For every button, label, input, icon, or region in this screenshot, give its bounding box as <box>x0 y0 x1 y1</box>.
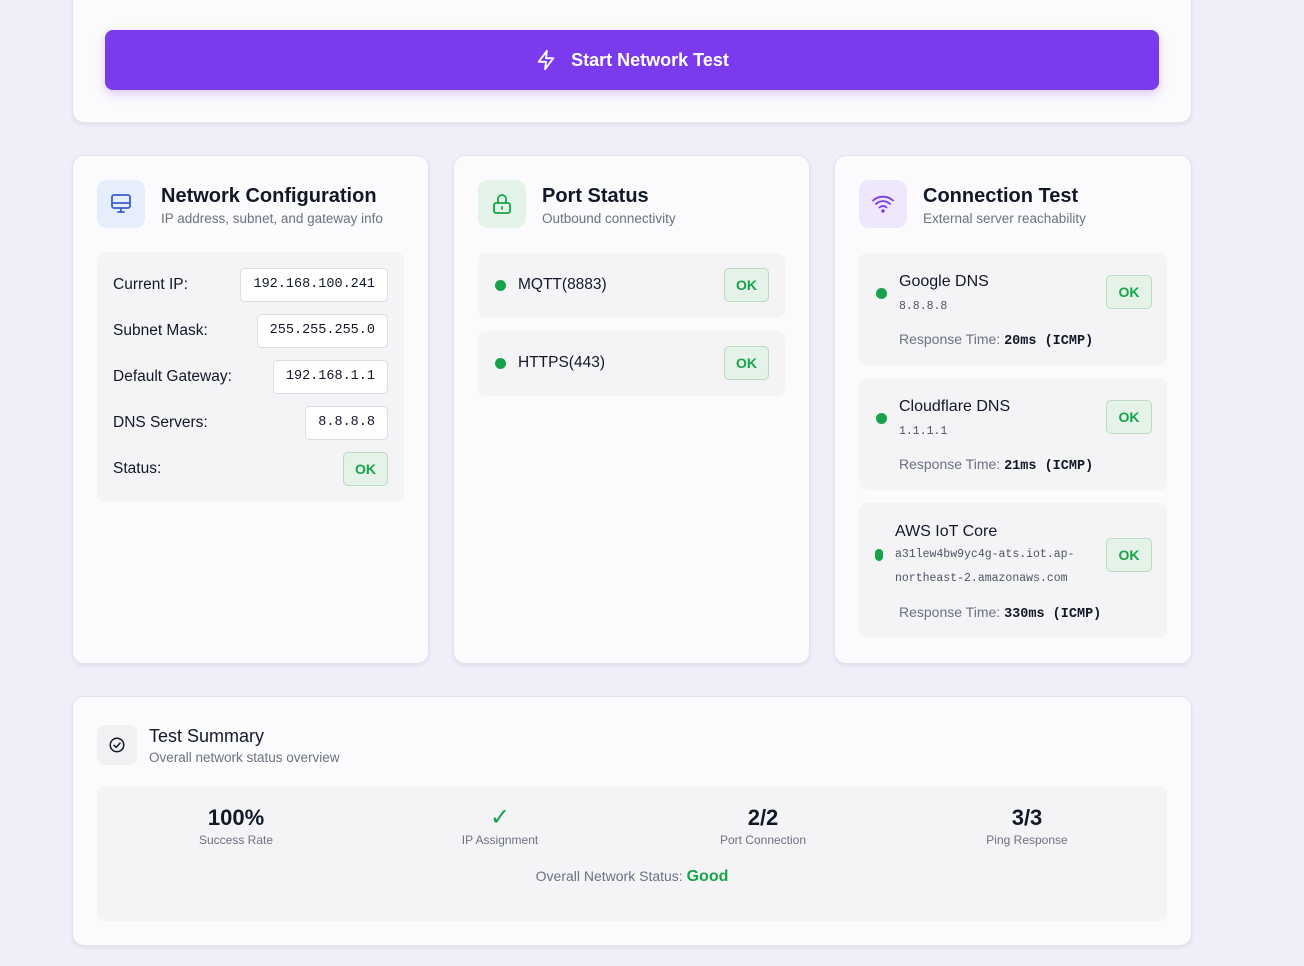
test-summary-card: Test Summary Overall network status over… <box>72 696 1192 946</box>
test-summary-subtitle: Overall network status overview <box>149 750 340 765</box>
response-time-value: 330ms (ICMP) <box>1004 607 1102 622</box>
checkmark-icon: ✓ <box>489 804 511 831</box>
port-row-https: HTTPS(443) OK <box>478 331 785 396</box>
port-status-badge: OK <box>724 268 769 302</box>
response-time-label: Response Time: <box>899 456 1001 472</box>
stat-value: 3/3 <box>1011 805 1043 830</box>
port-status-card: Port Status Outbound connectivity MQTT(8… <box>453 155 810 664</box>
current-ip-value: 192.168.100.241 <box>240 268 388 302</box>
current-ip-label: Current IP: <box>113 276 188 293</box>
start-test-card: Start Network Test <box>72 0 1192 123</box>
server-row-cloudflare-dns: Cloudflare DNS 1.1.1.1 Response Time: 21… <box>859 378 1167 490</box>
server-name: Cloudflare DNS <box>899 398 1011 415</box>
server-status-badge: OK <box>1106 538 1152 572</box>
dns-servers-value: 8.8.8.8 <box>305 406 388 440</box>
current-ip-row: Current IP: 192.168.100.241 <box>113 268 388 302</box>
network-configuration-subtitle: IP address, subnet, and gateway info <box>161 211 383 226</box>
lightning-icon <box>537 49 555 71</box>
stat-port-connection: 2/2 Port Connection <box>683 804 843 847</box>
status-dot <box>876 288 887 299</box>
overall-network-status: Overall Network Status: Good <box>97 868 1167 886</box>
subnet-mask-label: Subnet Mask: <box>113 322 208 339</box>
port-status-subtitle: Outbound connectivity <box>542 211 676 226</box>
port-label: MQTT(8883) <box>518 276 607 293</box>
response-time: Response Time: 21ms (ICMP) <box>899 456 1093 474</box>
stat-value: 2/2 <box>747 805 779 830</box>
status-dot <box>875 549 883 561</box>
overall-status-label: Overall Network Status: <box>535 868 683 884</box>
dns-servers-label: DNS Servers: <box>113 414 208 431</box>
start-network-test-label: Start Network Test <box>571 49 729 70</box>
network-config-panel: Current IP: 192.168.100.241 Subnet Mask:… <box>97 252 404 502</box>
response-time-value: 20ms (ICMP) <box>1004 334 1094 349</box>
server-row-google-dns: Google DNS 8.8.8.8 Response Time: 20ms (… <box>859 253 1167 365</box>
subnet-mask-value: 255.255.255.0 <box>256 314 388 348</box>
default-gateway-label: Default Gateway: <box>113 368 232 385</box>
check-circle-icon <box>97 725 137 765</box>
connection-test-subtitle: External server reachability <box>923 211 1086 226</box>
response-time-label: Response Time: <box>899 331 1001 347</box>
connection-test-title: Connection Test <box>923 185 1079 207</box>
dns-servers-row: DNS Servers: 8.8.8.8 <box>113 406 388 440</box>
status-row: Status: OK <box>113 452 388 486</box>
server-host: 1.1.1.1 <box>899 425 948 438</box>
server-host: 8.8.8.8 <box>899 300 948 313</box>
server-row-aws-iot-core: AWS IoT Core a31lew4bw9yc4g-ats.iot.ap- … <box>859 503 1167 638</box>
port-label: HTTPS(443) <box>518 354 605 371</box>
network-configuration-title: Network Configuration <box>161 185 377 207</box>
default-gateway-value: 192.168.1.1 <box>272 360 388 394</box>
server-name: AWS IoT Core <box>895 523 998 540</box>
status-dot <box>876 413 887 424</box>
status-badge: OK <box>343 452 388 486</box>
port-row-mqtt: MQTT(8883) OK <box>478 253 785 318</box>
status-label: Status: <box>113 460 162 477</box>
wifi-icon <box>859 180 907 228</box>
stat-success-rate: 100% Success Rate <box>156 804 316 847</box>
network-configuration-card: Network Configuration IP address, subnet… <box>72 155 429 664</box>
overall-status-value: Good <box>686 868 729 885</box>
stat-ip-assignment: ✓ IP Assignment <box>420 804 580 847</box>
stat-label: Port Connection <box>719 833 807 847</box>
response-time: Response Time: 20ms (ICMP) <box>899 331 1093 349</box>
test-summary-title: Test Summary <box>149 726 265 746</box>
stat-label: Ping Response <box>986 833 1068 847</box>
port-status-title: Port Status <box>542 185 649 207</box>
status-dot <box>495 358 506 369</box>
lock-icon <box>478 180 526 228</box>
response-time-label: Response Time: <box>899 604 1001 620</box>
server-status-badge: OK <box>1106 275 1152 309</box>
default-gateway-row: Default Gateway: 192.168.1.1 <box>113 360 388 394</box>
connection-test-card: Connection Test External server reachabi… <box>834 155 1192 664</box>
server-host: a31lew4bw9yc4g-ats.iot.ap- <box>895 548 1075 561</box>
server-status-badge: OK <box>1106 400 1152 434</box>
port-status-badge: OK <box>724 346 769 380</box>
summary-panel: 100% Success Rate ✓ IP Assignment 2/2 Po… <box>97 786 1167 921</box>
status-dot <box>495 280 506 291</box>
stat-ping-response: 3/3 Ping Response <box>947 804 1107 847</box>
subnet-mask-row: Subnet Mask: 255.255.255.0 <box>113 314 388 348</box>
server-host-continued: northeast-2.amazonaws.com <box>895 572 1068 585</box>
start-network-test-button[interactable]: Start Network Test <box>105 30 1159 90</box>
server-name: Google DNS <box>899 273 989 290</box>
stat-label: IP Assignment <box>461 833 539 847</box>
response-time-value: 21ms (ICMP) <box>1004 459 1094 474</box>
monitor-icon <box>97 180 145 228</box>
stat-label: Success Rate <box>198 833 274 847</box>
stat-value: 100% <box>207 805 265 830</box>
response-time: Response Time: 330ms (ICMP) <box>899 604 1101 622</box>
